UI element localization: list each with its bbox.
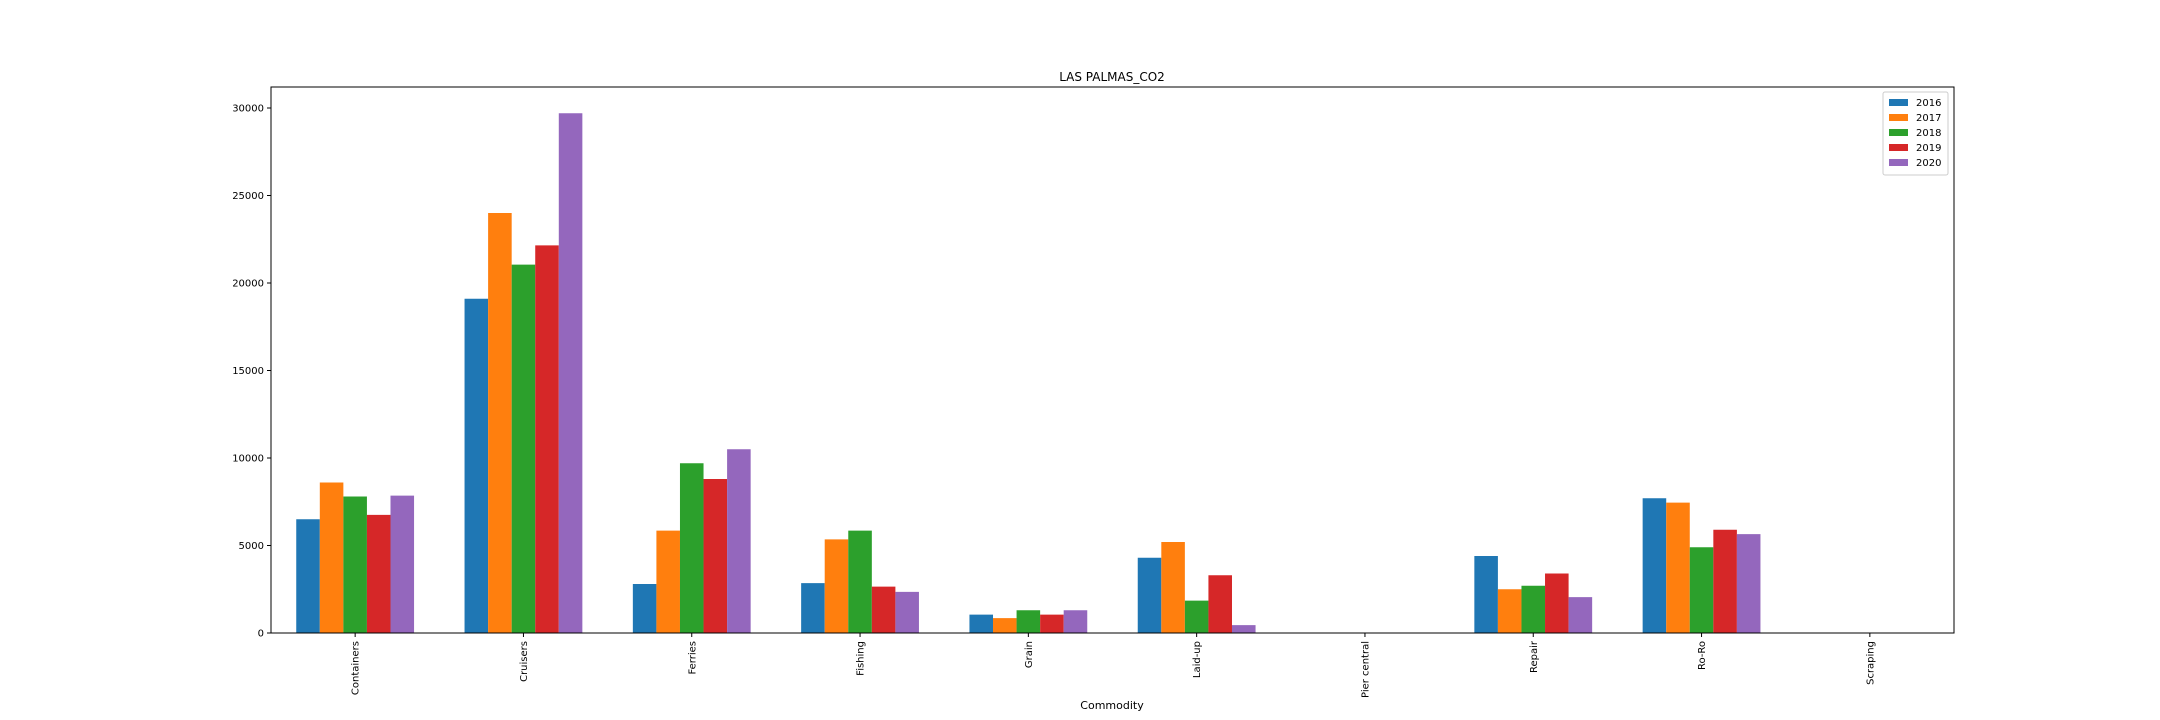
bar-2018-ro-ro	[1689, 547, 1714, 633]
plot-frame	[270, 86, 1955, 634]
x-axis-label: Commodity	[1080, 699, 1144, 712]
legend: 2016 2017 2018 2019 2020	[1882, 91, 1949, 176]
bar-2016-laid-up	[1137, 557, 1162, 633]
bar-2019-grain	[1040, 614, 1064, 633]
bar-2018-repair	[1521, 585, 1546, 633]
x-tick-label: Ro-Ro	[1697, 641, 1708, 670]
legend-label: 2017	[1916, 113, 1941, 124]
bar-2019-ro-ro	[1713, 529, 1737, 633]
bar-2018-fishing	[848, 530, 872, 633]
bar-2017-containers	[319, 482, 344, 633]
bar-2020-repair	[1568, 597, 1593, 633]
bar-2020-grain	[1063, 610, 1088, 633]
x-tick-label: Ferries	[687, 641, 698, 675]
bar-2019-containers	[366, 514, 391, 633]
bar-2016-repair	[1474, 556, 1498, 633]
bar-2017-laid-up	[1161, 542, 1185, 633]
bar-2018-cruisers	[511, 264, 536, 633]
bar-2020-ferries	[727, 449, 751, 633]
bar-2016-fishing	[801, 583, 825, 633]
bar-2017-fishing	[824, 539, 849, 633]
bars-group	[296, 113, 1761, 633]
bar-2016-ferries	[632, 584, 657, 633]
bar-2020-ro-ro	[1736, 534, 1761, 633]
chart-title: LAS PALMAS_CO2	[1059, 70, 1165, 84]
legend-swatch	[1889, 129, 1908, 136]
y-axis: 0 5000 10000 15000 20000 25000 30000	[232, 104, 271, 640]
legend-swatch	[1889, 99, 1908, 106]
x-axis: Containers Cruisers Ferries Fishing Grain Lai…	[351, 633, 1876, 698]
bar-2020-cruisers	[558, 113, 583, 633]
bar-2019-laid-up	[1208, 575, 1232, 633]
bar-2018-grain	[1016, 610, 1041, 633]
y-tick-label: 10000	[232, 454, 264, 465]
bar-2017-ro-ro	[1666, 502, 1690, 633]
bar-2020-fishing	[895, 591, 919, 633]
y-tick-label: 5000	[239, 541, 264, 552]
bar-2019-ferries	[703, 479, 728, 633]
legend-label: 2020	[1916, 158, 1941, 169]
bar-2017-cruisers	[488, 213, 512, 633]
y-tick-label: 15000	[232, 366, 264, 377]
bar-2017-repair	[1497, 589, 1522, 633]
legend-label: 2016	[1916, 98, 1941, 109]
bar-2020-laid-up	[1231, 625, 1256, 633]
bar-2020-containers	[390, 495, 415, 633]
x-tick-label: Cruisers	[519, 641, 530, 682]
x-tick-label: Containers	[351, 641, 362, 695]
x-tick-label: Pier central	[1360, 641, 1371, 698]
y-tick-label: 0	[258, 629, 264, 640]
bar-2019-cruisers	[535, 245, 559, 633]
bar-2019-repair	[1545, 573, 1569, 633]
bar-2016-cruisers	[464, 298, 489, 633]
legend-label: 2019	[1916, 143, 1941, 154]
y-tick-label: 20000	[232, 279, 264, 290]
legend-swatch	[1889, 114, 1908, 121]
legend-swatch	[1889, 159, 1908, 166]
legend-swatch	[1889, 144, 1908, 151]
x-tick-label: Laid-up	[1192, 641, 1203, 678]
y-tick-label: 25000	[232, 191, 264, 202]
bar-2019-fishing	[871, 586, 896, 633]
legend-box	[1882, 91, 1949, 176]
bar-2018-containers	[343, 496, 367, 633]
x-tick-label: Scraping	[1865, 641, 1876, 685]
bar-2017-grain	[993, 618, 1017, 633]
bar-2017-ferries	[656, 530, 680, 633]
bar-2016-ro-ro	[1642, 498, 1667, 633]
bar-2018-laid-up	[1184, 600, 1209, 633]
x-tick-label: Grain	[1024, 641, 1035, 668]
bar-2016-containers	[296, 519, 320, 633]
bar-2016-grain	[969, 614, 994, 633]
y-tick-label: 30000	[232, 104, 264, 115]
x-tick-label: Repair	[1529, 640, 1540, 673]
legend-label: 2018	[1916, 128, 1941, 139]
x-tick-label: Fishing	[856, 641, 867, 676]
bar-2018-ferries	[679, 463, 704, 633]
